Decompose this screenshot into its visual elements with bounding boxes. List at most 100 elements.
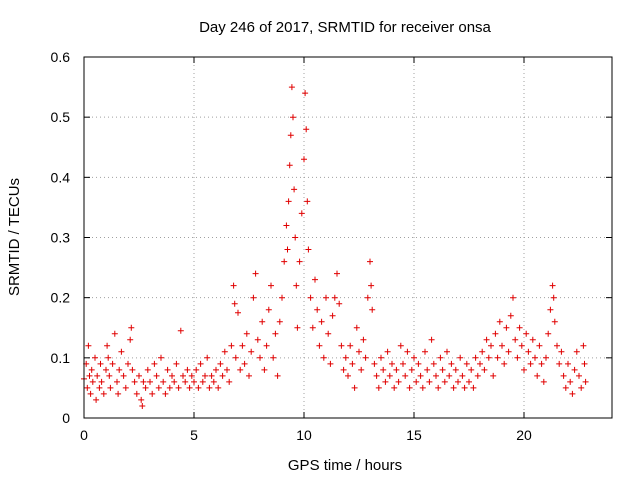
data-point — [147, 378, 153, 385]
data-point — [380, 366, 387, 373]
data-point — [248, 348, 255, 355]
data-point — [578, 384, 585, 391]
data-point — [463, 360, 470, 367]
data-point — [457, 354, 464, 361]
data-point — [488, 342, 494, 349]
data-point — [302, 90, 309, 97]
data-point — [128, 324, 135, 331]
data-point — [529, 336, 536, 343]
data-point — [430, 360, 437, 367]
data-point — [175, 384, 182, 391]
data-point — [287, 132, 294, 139]
data-point — [554, 342, 560, 349]
data-point — [241, 360, 248, 367]
data-point — [503, 324, 510, 331]
data-point — [92, 354, 98, 361]
data-point — [373, 372, 380, 379]
data-point — [437, 354, 444, 361]
data-point — [413, 378, 420, 385]
data-point — [231, 300, 238, 307]
data-point — [342, 354, 349, 361]
data-point — [188, 372, 195, 379]
data-point — [107, 384, 114, 391]
data-point — [279, 294, 285, 301]
data-point — [549, 282, 556, 289]
data-point — [281, 258, 288, 265]
data-point — [298, 210, 305, 217]
data-point — [580, 342, 587, 349]
data-point — [364, 294, 371, 301]
data-point — [158, 354, 164, 361]
data-point — [239, 342, 246, 349]
data-point — [160, 378, 167, 385]
data-point — [562, 384, 569, 391]
data-point — [543, 354, 549, 361]
data-point — [164, 366, 171, 373]
y-tick-label: 0.4 — [51, 169, 71, 185]
data-point — [402, 372, 409, 379]
data-point — [140, 378, 147, 385]
data-point — [518, 342, 525, 349]
data-point — [461, 384, 468, 391]
data-point — [408, 366, 415, 373]
data-point — [426, 378, 433, 385]
x-tick-label: 20 — [516, 427, 532, 443]
data-point — [312, 276, 318, 283]
data-point — [494, 354, 501, 361]
data-point — [292, 234, 299, 241]
data-point — [202, 372, 208, 379]
data-point — [288, 84, 295, 91]
data-point — [114, 378, 120, 385]
data-point — [86, 372, 93, 379]
data-point — [291, 186, 298, 193]
data-point — [177, 327, 184, 334]
data-point — [293, 282, 300, 289]
data-point — [404, 348, 411, 355]
y-tick-label: 0.3 — [51, 230, 71, 246]
data-point — [304, 198, 311, 205]
axis-ticks: 0 0.1 0.2 0.3 0.4 0.5 0.6 0 5 10 15 20 — [51, 49, 612, 443]
data-point — [560, 372, 567, 379]
data-point — [217, 360, 224, 367]
data-point — [93, 396, 100, 403]
data-point — [210, 378, 217, 385]
data-point — [389, 360, 395, 367]
data-point — [569, 390, 576, 397]
x-tick-label: 15 — [406, 427, 422, 443]
data-point — [356, 348, 362, 355]
data-point — [384, 348, 391, 355]
data-point — [470, 384, 477, 391]
data-point — [527, 360, 534, 367]
data-point — [259, 318, 266, 325]
data-point — [109, 360, 116, 367]
data-point — [149, 390, 156, 397]
data-point — [284, 246, 291, 253]
data-point — [111, 330, 118, 337]
grid-lines — [84, 57, 612, 418]
data-point — [166, 384, 173, 391]
data-point — [309, 324, 316, 331]
data-point — [87, 390, 94, 397]
data-point — [499, 342, 505, 349]
data-point — [378, 354, 384, 361]
data-point — [274, 372, 281, 379]
data-point — [162, 390, 169, 397]
data-point — [534, 372, 541, 379]
data-point — [358, 366, 365, 373]
data-point — [424, 366, 431, 373]
data-point — [472, 354, 479, 361]
data-point — [455, 378, 461, 385]
data-point — [219, 372, 226, 379]
data-point — [406, 384, 413, 391]
data-point — [397, 342, 404, 349]
data-point — [353, 324, 360, 331]
data-point — [334, 270, 340, 277]
data-point — [428, 336, 435, 343]
x-axis-label: GPS time / hours — [288, 457, 402, 474]
y-axis-label: SRMTID / TECUs — [6, 178, 23, 296]
data-point — [444, 348, 450, 355]
data-point — [88, 366, 95, 373]
data-point — [286, 162, 293, 169]
data-point — [532, 354, 538, 361]
